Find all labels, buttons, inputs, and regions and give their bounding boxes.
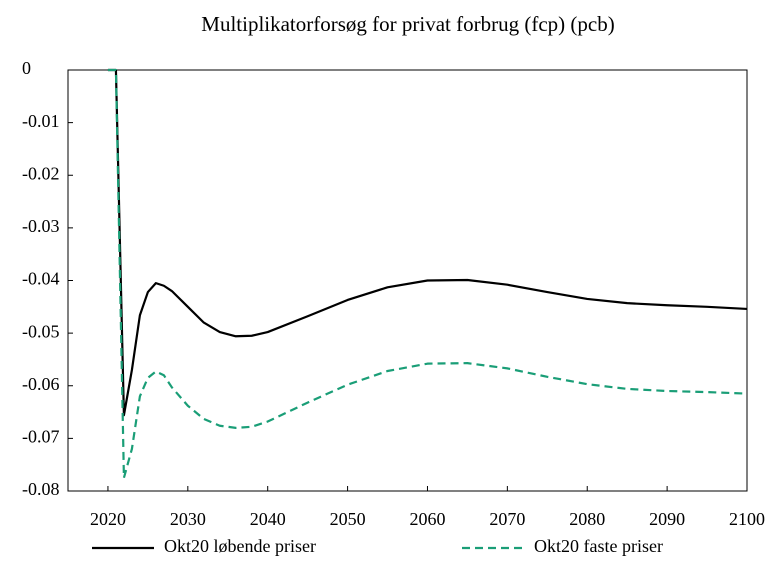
y-tick-label: -0.02	[22, 163, 60, 183]
chart-title: Multiplikatorforsøg for privat forbrug (…	[201, 12, 614, 36]
y-tick-label: -0.07	[22, 427, 60, 447]
x-tick-label: 2070	[489, 509, 525, 529]
legend-label: Okt20 løbende priser	[164, 536, 316, 556]
y-tick-label: -0.04	[22, 269, 60, 289]
x-tick-label: 2050	[330, 509, 366, 529]
x-tick-label: 2030	[170, 509, 206, 529]
x-tick-label: 2080	[569, 509, 605, 529]
y-tick-label: -0.05	[22, 321, 60, 341]
plot-frame	[67, 69, 748, 492]
legend-label: Okt20 faste priser	[534, 536, 663, 556]
series-line	[107, 68, 748, 479]
x-tick-label: 2020	[90, 509, 126, 529]
y-tick-label: -0.08	[22, 479, 60, 499]
x-tick-label: 2100	[729, 509, 765, 529]
y-tick-label: -0.06	[22, 374, 60, 394]
y-tick-label: -0.03	[22, 216, 60, 236]
series-line	[107, 68, 748, 417]
y-tick-label: -0.01	[22, 111, 60, 131]
x-tick-label: 2090	[649, 509, 685, 529]
x-tick-label: 2040	[250, 509, 286, 529]
y-tick-label: 0	[22, 58, 31, 78]
x-tick-label: 2060	[409, 509, 445, 529]
